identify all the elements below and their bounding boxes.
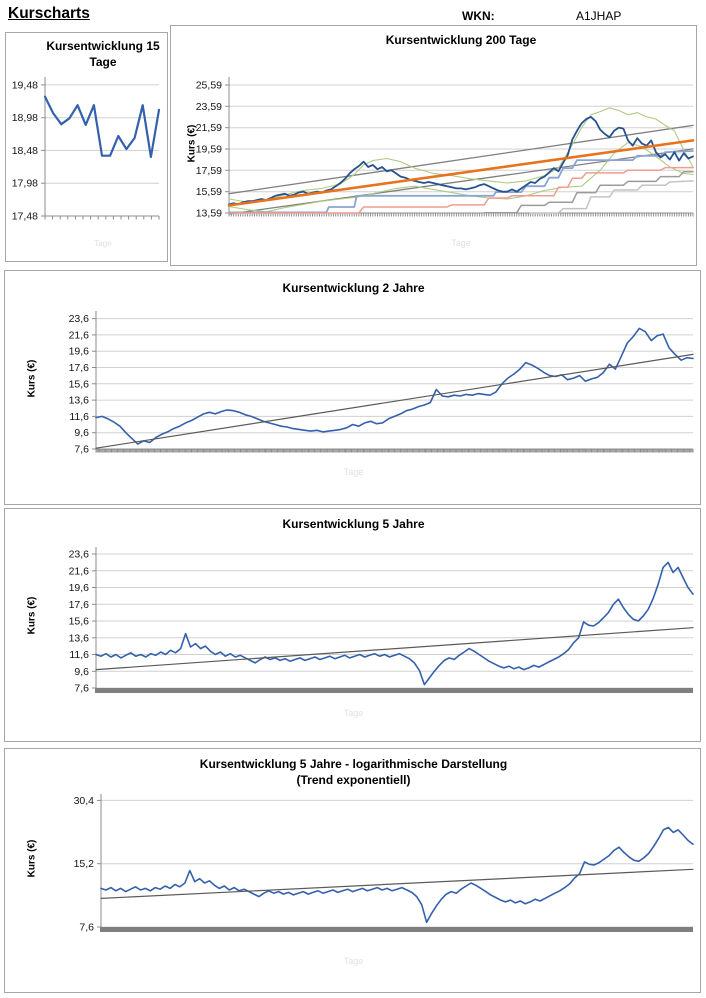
- chart-panel-5-jahre: Kursentwicklung 5 Jahre Kurs (€) 23,6 21,…: [4, 508, 701, 742]
- svg-text:15,2: 15,2: [74, 858, 95, 870]
- svg-text:15,6: 15,6: [69, 616, 90, 628]
- series-trend-linear: [95, 627, 694, 671]
- chart-panel-200-tage: Kursentwicklung 200 Tage Kurs (€) 25,59 2…: [170, 25, 697, 266]
- chart-canvas-200-tage: 25,59 23,59 21,59 19,59 17,59 15,59 13,59: [196, 77, 695, 220]
- chart-panel-2-jahre: Kursentwicklung 2 Jahre Kurs (€) 23,6 21,…: [4, 270, 701, 505]
- series-kurs: [95, 561, 694, 686]
- svg-text:19,6: 19,6: [69, 346, 90, 358]
- svg-text:11,6: 11,6: [69, 649, 89, 661]
- chart-panel-15-tage: Kursentwicklung 15 Tage 19,48 18,98 18,48 1…: [5, 32, 168, 262]
- chart-canvas-5-jahre-log: 30,4 15,2 7,6: [74, 794, 694, 934]
- chart-canvas-2-jahre: 23,6 21,6 19,6 17,6 15,6 13,6 11,6 9,6 7,6: [69, 311, 694, 456]
- page-title: Kurscharts: [8, 5, 90, 22]
- series-level-hellgrau: [529, 180, 694, 214]
- svg-text:13,6: 13,6: [69, 395, 90, 407]
- svg-text:23,6: 23,6: [69, 549, 90, 561]
- svg-text:7,6: 7,6: [74, 683, 89, 695]
- series-kurs: [100, 826, 694, 924]
- series-level-blau: [228, 150, 694, 214]
- svg-text:17,6: 17,6: [69, 362, 90, 374]
- x-axis-label-watermark: Tage: [343, 708, 364, 718]
- x-axis-label-watermark: Tage: [94, 239, 112, 248]
- svg-text:7,6: 7,6: [79, 922, 94, 934]
- svg-text:30,4: 30,4: [74, 795, 95, 807]
- svg-text:21,6: 21,6: [69, 565, 90, 577]
- chart-title: Kursentwicklung 5 Jahre - logarithmische…: [199, 757, 508, 771]
- series-kanal-oben: [228, 124, 694, 195]
- chart-subtitle: (Trend exponentiell): [296, 773, 411, 787]
- svg-text:23,59: 23,59: [196, 101, 222, 113]
- series-level-lachs: [228, 166, 694, 214]
- svg-text:21,6: 21,6: [69, 329, 90, 341]
- svg-text:17,59: 17,59: [196, 165, 222, 177]
- chart-title: Kursentwicklung 2 Jahre: [282, 281, 425, 295]
- svg-text:19,48: 19,48: [12, 79, 38, 91]
- chart-title: Kursentwicklung 200 Tage: [385, 33, 537, 47]
- svg-text:21,59: 21,59: [196, 122, 222, 134]
- chart-canvas-15-tage: 19,48 18,98 18,48 17,98 17,48: [12, 77, 161, 223]
- series-band-oben: [228, 107, 694, 203]
- x-axis-label-watermark: Tage: [343, 467, 364, 477]
- chart-canvas-5-jahre: 23,6 21,6 19,6 17,6 15,6 13,6 11,6 9,6 7,6: [69, 547, 694, 695]
- series-trend-exponentiell: [100, 868, 694, 899]
- svg-text:9,6: 9,6: [74, 427, 89, 439]
- series-trend-linear: [95, 353, 694, 449]
- svg-text:13,6: 13,6: [69, 632, 90, 644]
- svg-text:25,59: 25,59: [196, 80, 222, 92]
- series-kurs: [228, 116, 694, 206]
- wkn-label: WKN:: [462, 9, 495, 23]
- svg-text:13,59: 13,59: [196, 208, 222, 220]
- svg-text:23,6: 23,6: [69, 313, 90, 325]
- svg-text:19,6: 19,6: [69, 582, 90, 594]
- series-kurs: [43, 95, 161, 159]
- svg-text:18,48: 18,48: [12, 145, 38, 157]
- series-kurs: [95, 327, 694, 445]
- series-level-grau: [483, 171, 694, 214]
- svg-text:7,6: 7,6: [74, 444, 89, 456]
- svg-text:18,98: 18,98: [12, 112, 38, 124]
- x-axis-label-watermark: Tage: [343, 956, 364, 966]
- svg-text:19,59: 19,59: [196, 144, 222, 156]
- chart-title: Kursentwicklung 5 Jahre: [282, 517, 425, 531]
- chart-panel-5-jahre-log: Kursentwicklung 5 Jahre - logarithmische…: [4, 748, 701, 993]
- wkn-value: A1JHAP: [576, 9, 622, 23]
- svg-text:17,6: 17,6: [69, 599, 90, 611]
- svg-text:9,6: 9,6: [74, 666, 89, 678]
- svg-text:15,6: 15,6: [69, 378, 90, 390]
- series-band-unten: [228, 141, 694, 213]
- svg-text:17,48: 17,48: [12, 211, 38, 223]
- chart-title: Kursentwicklung 15 Tage: [46, 39, 160, 69]
- x-axis-label-watermark: Tage: [451, 238, 471, 248]
- svg-text:15,59: 15,59: [196, 186, 222, 198]
- svg-text:11,6: 11,6: [69, 411, 89, 423]
- svg-text:17,98: 17,98: [12, 178, 38, 190]
- series-trend-linear: [227, 139, 695, 207]
